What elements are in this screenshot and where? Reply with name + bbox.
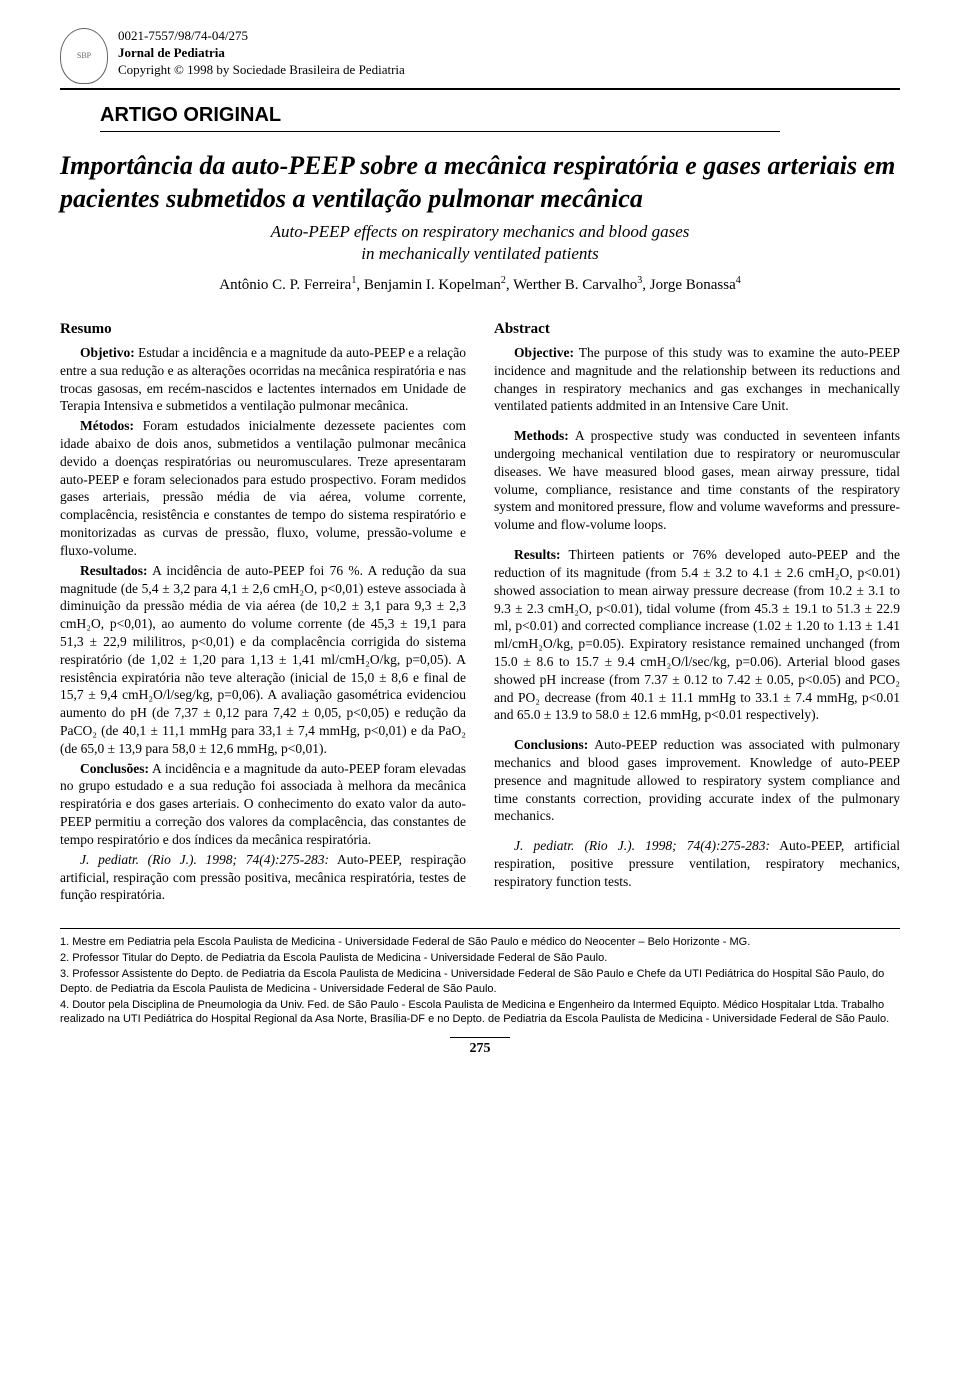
- objetivo-label: Objetivo:: [80, 345, 135, 360]
- article-type: ARTIGO ORIGINAL: [100, 104, 900, 127]
- spacer: [494, 827, 900, 837]
- title-en-line2: in mechanically ventilated patients: [361, 244, 598, 263]
- methods-label: Methods:: [514, 428, 569, 443]
- spacer: [494, 536, 900, 546]
- metodos-text: Foram estudados inicialmente dezessete p…: [60, 418, 466, 558]
- title-block: Importância da auto-PEEP sobre a mecânic…: [60, 150, 900, 294]
- resumo-conclusoes: Conclusões: A incidência e a magnitude d…: [60, 760, 466, 849]
- header-rule: [60, 88, 900, 90]
- society-logo: SBP: [60, 28, 108, 84]
- resumo-metodos: Métodos: Foram estudados inicialmente de…: [60, 417, 466, 560]
- copyright-line: Copyright © 1998 by Sociedade Brasileira…: [118, 62, 405, 79]
- conclusoes-label: Conclusões:: [80, 761, 149, 776]
- abstract-heading: Abstract: [494, 320, 900, 340]
- authors-line: Antônio C. P. Ferreira1, Benjamin I. Kop…: [60, 275, 900, 294]
- abstract-column: Abstract Objective: The purpose of this …: [494, 320, 900, 906]
- header-text: 0021-7557/98/74-04/275 Jornal de Pediatr…: [118, 28, 405, 79]
- journal-name: Jornal de Pediatria: [118, 45, 405, 62]
- abstract-citation: J. pediatr. (Rio J.). 1998; 74(4):275-28…: [514, 838, 770, 853]
- affiliation-4: 4. Doutor pela Disciplina de Pneumologia…: [60, 998, 900, 1028]
- journal-header: SBP 0021-7557/98/74-04/275 Jornal de Ped…: [60, 28, 900, 84]
- resumo-objetivo: Objetivo: Estudar a incidência e a magni…: [60, 344, 466, 415]
- resumo-heading: Resumo: [60, 320, 466, 340]
- affiliation-1: 1. Mestre em Pediatria pela Escola Pauli…: [60, 935, 900, 950]
- conclusions-label: Conclusions:: [514, 737, 588, 752]
- resultados-text: A incidência de auto-PEEP foi 76 %. A re…: [60, 563, 466, 756]
- abstract-objective: Objective: The purpose of this study was…: [494, 344, 900, 415]
- spacer: [494, 726, 900, 736]
- results-label: Results:: [514, 547, 561, 562]
- article-type-rule: [100, 131, 780, 132]
- resumo-citation-keywords: J. pediatr. (Rio J.). 1998; 74(4):275-28…: [60, 851, 466, 904]
- title-portuguese: Importância da auto-PEEP sobre a mecânic…: [60, 150, 900, 215]
- results-text: Thirteen patients or 76% developed auto-…: [494, 547, 900, 722]
- affiliations: 1. Mestre em Pediatria pela Escola Pauli…: [60, 928, 900, 1027]
- abstract-methods: Methods: A prospective study was conduct…: [494, 427, 900, 534]
- title-en-line1: Auto-PEEP effects on respiratory mechani…: [271, 222, 690, 241]
- page-number: 275: [450, 1037, 510, 1057]
- abstract-columns: Resumo Objetivo: Estudar a incidência e …: [60, 320, 900, 906]
- title-english: Auto-PEEP effects on respiratory mechani…: [60, 221, 900, 265]
- objective-label: Objective:: [514, 345, 574, 360]
- affiliation-2: 2. Professor Titular do Depto. de Pediat…: [60, 951, 900, 966]
- issn-line: 0021-7557/98/74-04/275: [118, 28, 405, 45]
- resumo-column: Resumo Objetivo: Estudar a incidência e …: [60, 320, 466, 906]
- methods-text: A prospective study was conducted in sev…: [494, 428, 900, 532]
- resumo-resultados: Resultados: A incidência de auto-PEEP fo…: [60, 562, 466, 758]
- spacer: [494, 417, 900, 427]
- abstract-results: Results: Thirteen patients or 76% develo…: [494, 546, 900, 724]
- affiliation-3: 3. Professor Assistente do Depto. de Ped…: [60, 967, 900, 997]
- metodos-label: Métodos:: [80, 418, 134, 433]
- abstract-citation-keywords: J. pediatr. (Rio J.). 1998; 74(4):275-28…: [494, 837, 900, 890]
- resumo-citation: J. pediatr. (Rio J.). 1998; 74(4):275-28…: [80, 852, 329, 867]
- abstract-conclusions: Conclusions: Auto-PEEP reduction was ass…: [494, 736, 900, 825]
- resultados-label: Resultados:: [80, 563, 148, 578]
